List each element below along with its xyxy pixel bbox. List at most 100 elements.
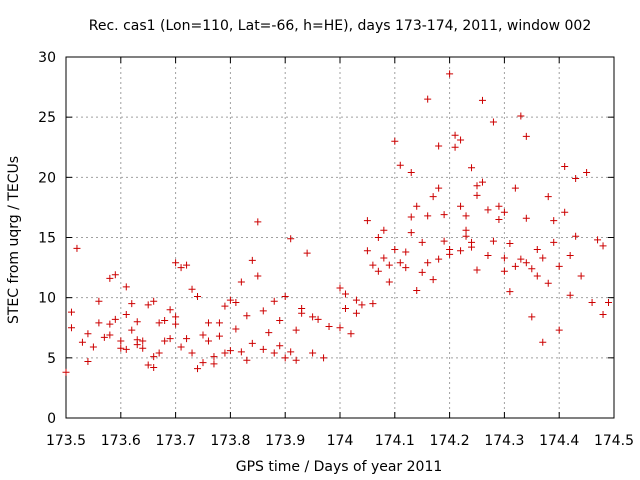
data-point (533, 246, 541, 254)
data-point (517, 112, 525, 120)
data-point (506, 240, 514, 248)
data-point (468, 164, 476, 172)
x-tick-label: 173.6 (101, 433, 141, 449)
data-point (424, 212, 432, 220)
data-point (270, 349, 278, 357)
data-point (150, 353, 158, 361)
data-point (380, 254, 388, 262)
data-point (385, 261, 393, 269)
data-point (226, 296, 234, 304)
data-point (106, 274, 114, 282)
data-point (555, 262, 563, 270)
data-point (407, 229, 415, 237)
y-tick-label: 20 (38, 170, 56, 186)
x-tick-labels: 173.5 173.6 173.7 173.8 173.9 174 174.1 174.2 17… (46, 433, 634, 449)
data-point (528, 265, 536, 273)
data-point (111, 315, 119, 323)
data-point (352, 309, 360, 317)
data-point (468, 243, 476, 251)
data-point (150, 297, 158, 305)
data-point (506, 288, 514, 296)
data-point (106, 331, 114, 339)
data-point (287, 348, 295, 356)
data-point (336, 324, 344, 332)
data-point (577, 272, 585, 280)
data-point (435, 255, 443, 263)
data-point (172, 320, 180, 328)
data-point (281, 354, 289, 362)
data-point (166, 306, 174, 314)
data-point (511, 262, 519, 270)
data-point (276, 317, 284, 325)
data-point (533, 272, 541, 280)
data-point (440, 237, 448, 245)
data-point (528, 313, 536, 321)
data-point (155, 349, 163, 357)
data-point (424, 259, 432, 267)
data-point (402, 248, 410, 256)
data-point (396, 259, 404, 267)
data-point (281, 292, 289, 300)
data-point (500, 267, 508, 275)
data-point (489, 118, 497, 126)
data-point (369, 300, 377, 308)
data-point (473, 182, 481, 190)
x-tick-label: 174.2 (430, 433, 470, 449)
data-point (237, 278, 245, 286)
data-point (73, 244, 81, 252)
data-point (495, 202, 503, 210)
data-point (265, 329, 273, 337)
data-point (391, 137, 399, 145)
data-point (566, 291, 574, 299)
data-point (95, 319, 103, 327)
data-point (122, 345, 130, 353)
x-tick-label: 173.7 (156, 433, 196, 449)
data-point (204, 319, 212, 327)
y-tick-label: 10 (38, 291, 56, 307)
data-point (594, 236, 602, 244)
data-point (144, 361, 152, 369)
data-point (254, 272, 262, 280)
x-tick-label: 174.1 (375, 433, 415, 449)
data-point (473, 266, 481, 274)
data-point (413, 286, 421, 294)
data-point (363, 247, 371, 255)
data-point (522, 214, 530, 222)
data-point (424, 95, 432, 103)
data-point (550, 217, 558, 225)
data-point (396, 161, 404, 169)
data-point (418, 268, 426, 276)
data-point (117, 344, 125, 352)
data-point (232, 325, 240, 333)
grid-lines (66, 57, 614, 418)
data-point (243, 356, 251, 364)
data-point (183, 335, 191, 343)
data-point (67, 308, 75, 316)
data-point (177, 343, 185, 351)
data-point (462, 232, 470, 240)
data-point (561, 163, 569, 171)
data-point (478, 178, 486, 186)
data-point (489, 237, 497, 245)
data-point (588, 298, 596, 306)
data-point (407, 213, 415, 221)
data-point (599, 242, 607, 250)
data-point (413, 202, 421, 210)
data-point (500, 254, 508, 262)
data-point (495, 215, 503, 223)
data-point (161, 317, 169, 325)
data-point (100, 333, 108, 341)
data-point (446, 70, 454, 78)
data-point (500, 208, 508, 216)
data-point (446, 250, 454, 258)
data-point (429, 276, 437, 284)
data-point (232, 298, 240, 306)
data-point (95, 297, 103, 305)
chart-title: Rec. cas1 (Lon=110, Lat=-66, h=HE), days… (89, 18, 591, 34)
data-point (226, 347, 234, 355)
data-point (435, 184, 443, 192)
data-point (341, 290, 349, 298)
data-point (106, 320, 114, 328)
data-point (457, 136, 465, 144)
data-point (341, 304, 349, 312)
